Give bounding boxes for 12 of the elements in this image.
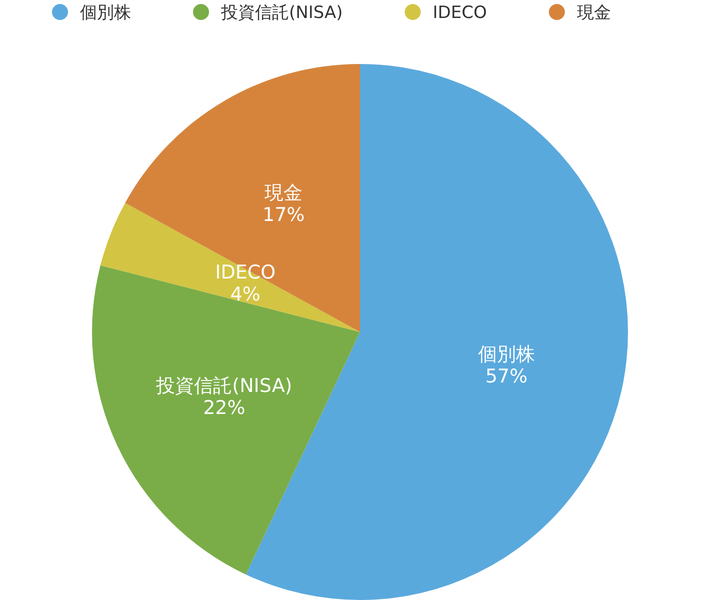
- data-label: 17%: [262, 204, 305, 226]
- legend-label: IDECO: [432, 3, 487, 23]
- slice-label: 投資信託(NISA): [155, 374, 292, 397]
- slice-label: 個別株: [478, 344, 535, 366]
- data-label: 4%: [230, 284, 260, 306]
- legend-label: 個別株: [80, 3, 131, 23]
- data-label: 22%: [203, 396, 246, 419]
- legend-label: 現金: [576, 3, 611, 23]
- data-label: 57%: [485, 366, 528, 388]
- slice-label: IDECO: [215, 262, 276, 284]
- slice-label: 現金: [264, 182, 303, 204]
- legend-label: 投資信託(NISA): [220, 3, 343, 23]
